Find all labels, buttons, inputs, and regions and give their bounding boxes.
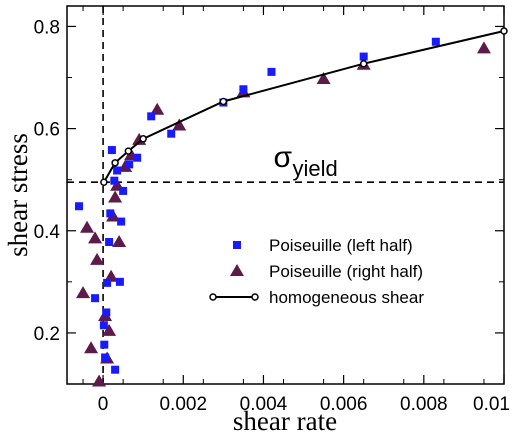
plot-frame	[66, 5, 505, 385]
data-point	[102, 323, 117, 336]
data-point	[219, 97, 228, 106]
sigma-yield-annotation: σ yield	[273, 141, 337, 181]
y-tick-label: 0.6	[34, 120, 60, 141]
sigma-symbol: σ	[273, 141, 292, 174]
data-point	[167, 129, 176, 138]
x-tick-label: 0.002	[159, 394, 207, 415]
legend-label: Poiseuille (right half)	[269, 262, 423, 281]
data-point	[139, 135, 147, 143]
data-point	[133, 153, 142, 162]
data-point	[172, 118, 187, 131]
data-point	[115, 277, 124, 286]
data-point	[90, 252, 105, 265]
data-point	[431, 37, 440, 46]
x-tick-label: 0.01	[473, 394, 510, 415]
sigma-subscript: yield	[292, 156, 337, 181]
data-series	[75, 27, 508, 387]
x-tick-label: 0.008	[400, 394, 448, 415]
data-point	[108, 190, 123, 203]
data-point	[112, 234, 127, 247]
data-point	[105, 237, 114, 246]
data-point	[118, 159, 133, 172]
data-point	[92, 374, 107, 387]
data-point	[476, 41, 491, 54]
y-tick-label: 0.4	[34, 222, 61, 243]
legend-label: homogeneous shear	[269, 288, 424, 307]
series-square	[75, 37, 440, 374]
data-point	[267, 67, 276, 76]
data-point	[119, 186, 128, 195]
data-point	[113, 166, 122, 175]
data-point	[91, 294, 100, 303]
data-point	[75, 202, 84, 211]
data-point	[500, 27, 508, 35]
data-point	[100, 178, 108, 186]
data-point	[107, 146, 116, 155]
legend: Poiseuille (left half) Poiseuille (right …	[209, 236, 424, 307]
data-point	[239, 85, 248, 94]
data-point	[147, 112, 156, 121]
data-point	[100, 340, 109, 349]
reference-lines	[67, 6, 504, 384]
x-tick-label: 0	[98, 394, 109, 415]
legend-marker	[230, 264, 244, 276]
data-point	[150, 102, 165, 115]
series-open-circle-line	[100, 27, 508, 186]
data-point	[88, 231, 103, 244]
data-point	[111, 159, 119, 167]
data-point	[125, 160, 134, 169]
x-tick-label: 0.006	[320, 394, 368, 415]
data-point	[359, 52, 368, 61]
data-point	[359, 59, 368, 68]
data-point	[101, 353, 110, 362]
data-point	[117, 217, 126, 226]
data-point	[316, 72, 331, 85]
data-point	[84, 341, 99, 354]
data-point	[106, 209, 115, 218]
data-point	[124, 147, 133, 155]
legend-label: Poiseuille (left half)	[269, 236, 413, 255]
data-point	[104, 269, 119, 282]
x-axis-title: shear rate	[233, 406, 337, 436]
axis-ticks: 0 0.002 0.004 0.006 0.008 0.01 0.2 0.4 0.6 0.8	[34, 6, 510, 415]
data-point	[111, 365, 120, 374]
series-triangle	[76, 41, 491, 387]
legend-marker	[233, 241, 241, 249]
data-point	[103, 278, 112, 287]
y-axis-title: shear stress	[3, 133, 33, 257]
y-tick-label: 0.8	[34, 17, 60, 38]
data-point	[110, 176, 119, 185]
legend-marker	[209, 293, 217, 301]
legend-marker	[251, 293, 259, 301]
x-tick-label: 0.004	[240, 394, 288, 415]
data-point	[99, 321, 108, 330]
data-point	[76, 286, 91, 299]
y-tick-label: 0.2	[34, 324, 60, 345]
data-point	[102, 308, 111, 317]
data-point	[80, 220, 95, 233]
